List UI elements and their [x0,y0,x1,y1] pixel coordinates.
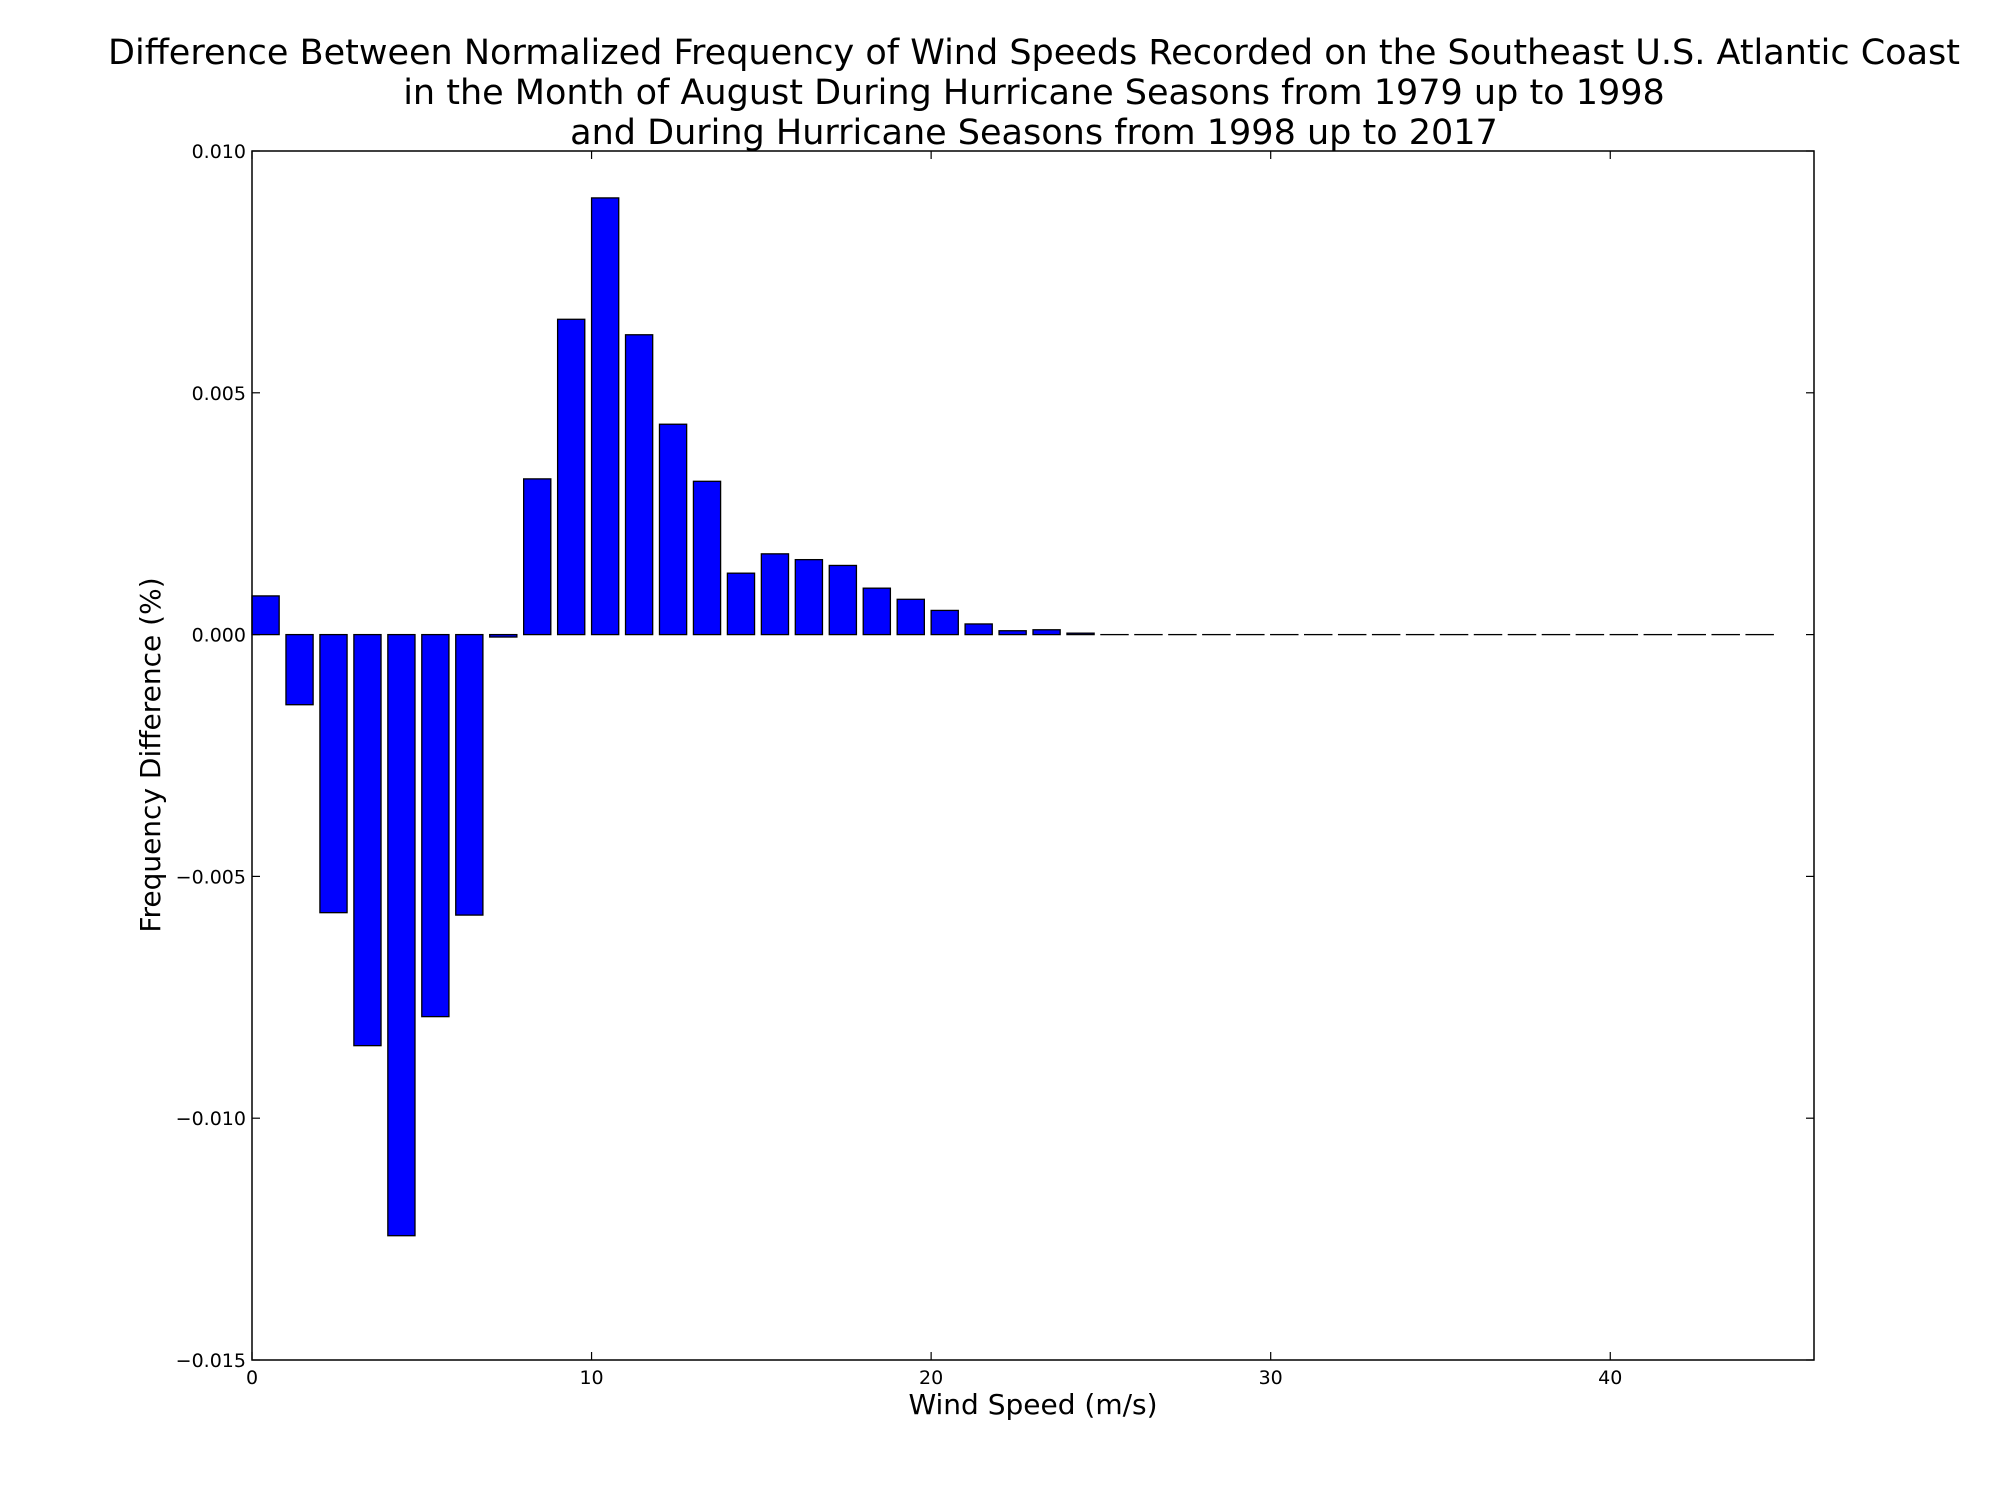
y-axis-label: Frequency Difference (%) [134,577,167,932]
bar-23 [1032,629,1061,636]
bar-2 [319,633,348,914]
x-tick-label-2: 20 [919,1367,943,1389]
chart-title: Difference Between Normalized Frequency … [108,33,1960,153]
bar-8 [523,478,552,636]
x-axis-label: Wind Speed (m/s) [908,1388,1157,1421]
y-tick-label-5: −0.015 [176,1350,246,1372]
bar-9 [556,318,586,636]
chart-title-line-2: in the Month of August During Hurricane … [403,73,1665,113]
bar-15 [760,553,790,636]
bars [251,197,1774,1237]
bar-0 [251,595,280,636]
plot-area-frame [251,150,1815,1361]
bar-18 [862,587,892,636]
y-tick-label-0: 0.010 [192,141,246,163]
bar-4 [387,633,416,1237]
bar-1 [285,633,314,706]
x-axis-tick-labels: 0 10 20 30 40 [246,1367,1622,1389]
y-tick-label-3: −0.005 [176,866,246,888]
bar-13 [692,480,722,636]
bar-16 [794,558,824,636]
bar-14 [726,572,756,636]
axis-ticks [251,150,1814,1361]
y-tick-label-2: 0.000 [192,625,246,647]
x-tick-label-4: 40 [1598,1367,1622,1389]
bar-3 [353,633,382,1047]
x-tick-label-0: 0 [246,1367,258,1389]
chart-title-line-3: and During Hurricane Seasons from 1998 u… [570,113,1498,153]
bar-11 [624,334,654,636]
bar-21 [964,623,993,636]
bar-5 [421,633,450,1018]
bar-17 [828,564,858,636]
bar-6 [455,633,484,916]
chart-title-line-1: Difference Between Normalized Frequency … [108,33,1960,73]
bar-19 [896,598,925,636]
bar-7 [489,633,518,638]
x-tick-label-1: 10 [579,1367,603,1389]
bar-12 [658,423,688,636]
y-tick-label-1: 0.005 [192,383,246,405]
bar-10 [590,197,620,636]
y-axis-tick-labels: 0.010 0.005 0.000 −0.005 −0.010 −0.015 [176,141,246,1372]
bar-22 [998,630,1027,636]
y-tick-label-4: −0.010 [176,1108,246,1130]
bar-20 [930,609,959,636]
bar-24 [1066,632,1095,636]
x-tick-label-3: 30 [1259,1367,1283,1389]
